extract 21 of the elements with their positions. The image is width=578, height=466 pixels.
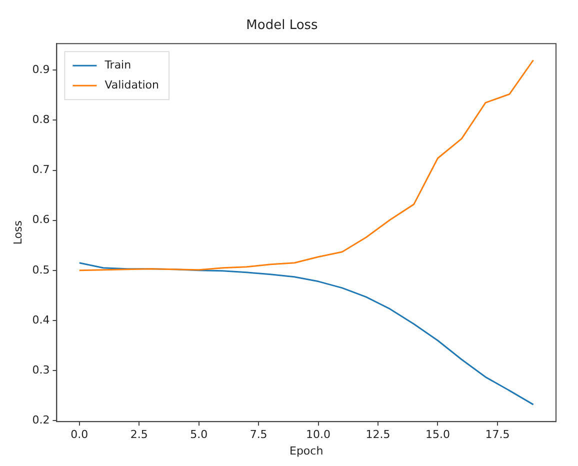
x-tick-label: 0.0 (70, 428, 88, 442)
y-tick-label: 0.7 (32, 163, 50, 176)
legend-label: Validation (104, 78, 160, 92)
y-tick-label: 0.2 (32, 413, 50, 426)
x-tick-label: 7.5 (250, 428, 268, 442)
chart-title: Model Loss (246, 18, 318, 34)
legend-label: Train (104, 58, 132, 72)
y-tick-label: 0.9 (32, 62, 50, 76)
y-tick-label: 0.6 (32, 213, 50, 226)
y-tick-label: 0.4 (32, 313, 50, 326)
x-tick-label: 17.5 (485, 428, 510, 442)
x-tick-label: 12.5 (366, 428, 390, 442)
y-axis-title: Loss (11, 220, 24, 245)
y-tick-label: 0.5 (32, 263, 50, 276)
x-tick-label: 15.0 (425, 428, 450, 442)
x-tick-label: 10.0 (306, 428, 331, 442)
y-tick-label: 0.3 (32, 363, 50, 376)
x-axis-title: Epoch (290, 444, 324, 458)
x-tick-label: 5.0 (190, 428, 208, 442)
y-tick-label: 0.8 (32, 113, 50, 126)
x-tick-label: 2.5 (130, 428, 148, 442)
